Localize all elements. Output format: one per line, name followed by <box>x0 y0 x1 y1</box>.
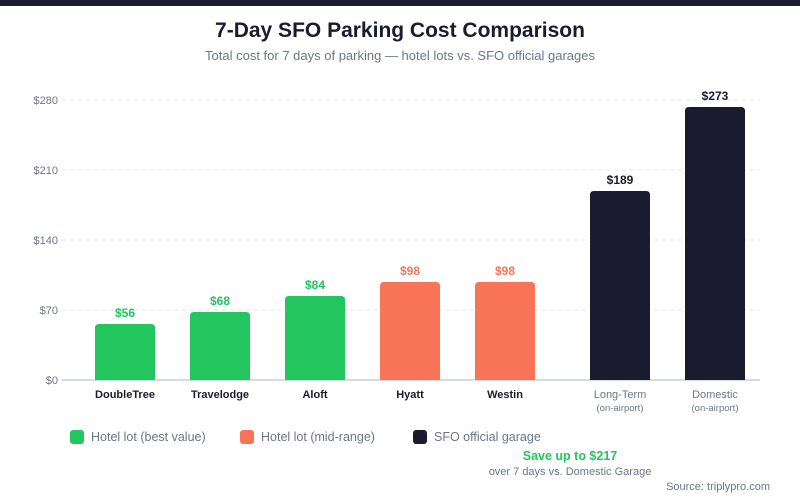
data-label: $273 <box>702 89 729 103</box>
data-label: $68 <box>210 294 230 308</box>
legend-swatch <box>240 430 254 444</box>
x-tick-label: Travelodge <box>191 389 249 401</box>
legend-item-best-value: Hotel lot (best value) <box>70 430 240 444</box>
x-tick-sublabel: (on-airport) <box>597 403 644 414</box>
y-tick-label: $0 <box>46 375 58 387</box>
chart-title: 7-Day SFO Parking Cost Comparison <box>215 19 585 42</box>
legend-label: SFO official garage <box>434 430 541 444</box>
x-tick-label: Westin <box>487 389 523 401</box>
legend-label: Hotel lot (mid-range) <box>261 430 375 444</box>
x-tick-label: Domestic <box>692 389 738 401</box>
bar-travelodge <box>190 312 250 380</box>
bar-domestic <box>685 107 745 380</box>
legend-item-mid-range: Hotel lot (mid-range) <box>240 430 413 444</box>
data-label: $98 <box>495 264 515 278</box>
legend-item-sfo-garage: SFO official garage <box>413 430 541 444</box>
y-tick-label: $70 <box>40 305 58 317</box>
bar-aloft <box>285 296 345 380</box>
y-tick-label: $210 <box>34 165 58 177</box>
savings-detail: over 7 days vs. Domestic Garage <box>488 466 652 478</box>
x-tick-label: Aloft <box>302 389 327 401</box>
y-tick-label: $140 <box>34 235 58 247</box>
legend-label: Hotel lot (best value) <box>91 430 206 444</box>
source-note: Source: triplypro.com <box>666 481 770 493</box>
bar-doubletree <box>95 324 155 380</box>
legend: Hotel lot (best value) Hotel lot (mid-ra… <box>70 430 541 444</box>
x-tick-label: Hyatt <box>396 389 424 401</box>
data-label: $84 <box>305 278 325 292</box>
chart-subtitle: Total cost for 7 days of parking — hotel… <box>205 48 595 63</box>
data-label: $189 <box>607 173 634 187</box>
top-bar <box>0 0 800 6</box>
data-label: $98 <box>400 264 420 278</box>
legend-swatch <box>70 430 84 444</box>
data-label: $56 <box>115 306 135 320</box>
x-tick-sublabel: (on-airport) <box>692 403 739 414</box>
bar-hyatt <box>380 282 440 380</box>
bar-westin <box>475 282 535 380</box>
legend-swatch <box>413 430 427 444</box>
y-tick-label: $280 <box>34 95 58 107</box>
savings-callout: Save up to $217 <box>522 449 618 463</box>
x-tick-label: Long-Term <box>594 389 647 401</box>
x-tick-label: DoubleTree <box>95 389 155 401</box>
bar-long-term <box>590 191 650 380</box>
